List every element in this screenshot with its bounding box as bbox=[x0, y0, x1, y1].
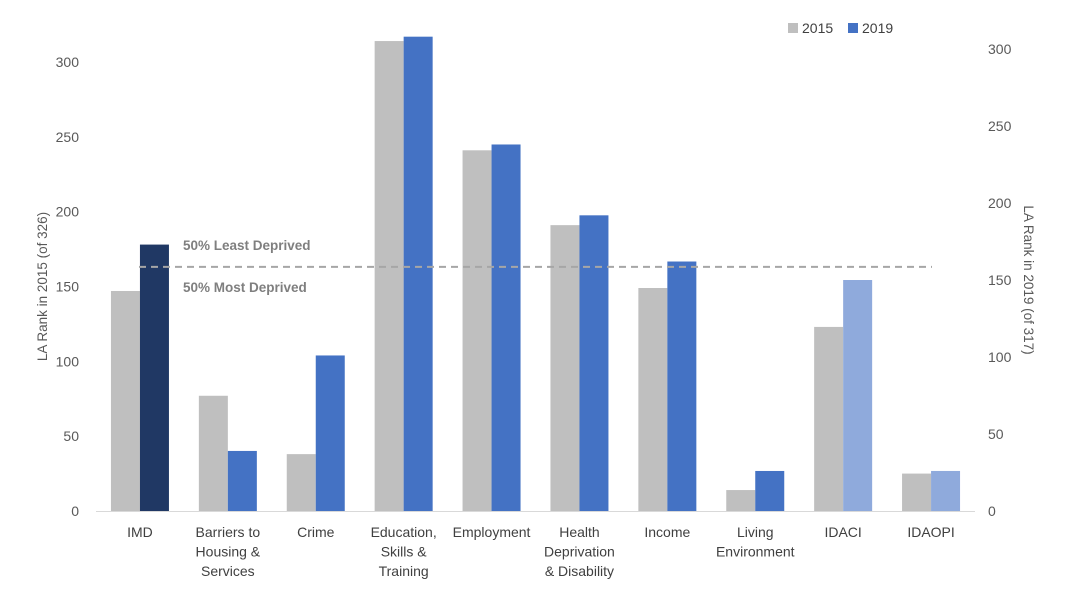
category-label: Education, Skills & Training bbox=[371, 524, 437, 579]
bars-layer bbox=[110, 36, 961, 512]
right-axis-ticks: 0 50 100 150 200 250 300 bbox=[988, 41, 1012, 519]
category-label: IDACI bbox=[824, 524, 861, 540]
bar-2019 bbox=[931, 470, 961, 511]
legend-label-2019: 2019 bbox=[862, 20, 893, 36]
bar-2019 bbox=[667, 261, 697, 511]
bar-2015 bbox=[198, 395, 228, 511]
category-label: IMD bbox=[127, 524, 153, 540]
bar-2015 bbox=[462, 150, 492, 511]
legend: 2015 2019 bbox=[788, 20, 893, 36]
bar-2019 bbox=[315, 355, 345, 511]
right-tick-label: 50 bbox=[988, 426, 1004, 442]
category-label: Living Environment bbox=[716, 524, 795, 560]
category-label: Barriers to Housing & Services bbox=[196, 524, 261, 579]
left-tick-label: 200 bbox=[56, 204, 80, 220]
bar-2015 bbox=[726, 490, 756, 511]
legend-swatch-2019 bbox=[848, 23, 858, 33]
bar-2019 bbox=[139, 244, 169, 511]
legend-label-2015: 2015 bbox=[802, 20, 833, 36]
right-tick-label: 0 bbox=[988, 503, 996, 519]
legend-swatch-2015 bbox=[788, 23, 798, 33]
bar-2015 bbox=[638, 287, 668, 511]
right-tick-label: 250 bbox=[988, 118, 1012, 134]
category-label: Health Deprivation & Disability bbox=[544, 524, 615, 579]
category-label: Employment bbox=[453, 524, 531, 540]
label-most-deprived: 50% Most Deprived bbox=[183, 280, 307, 295]
bar-2015 bbox=[374, 41, 404, 512]
left-tick-label: 50 bbox=[63, 428, 79, 444]
right-tick-label: 300 bbox=[988, 41, 1012, 57]
label-least-deprived: 50% Least Deprived bbox=[183, 238, 311, 253]
right-tick-label: 150 bbox=[988, 272, 1012, 288]
bar-2019 bbox=[843, 280, 873, 511]
bar-2015 bbox=[814, 326, 844, 511]
right-axis-title: LA Rank in 2019 (of 317) bbox=[1021, 205, 1036, 354]
category-label: IDAOPI bbox=[907, 524, 954, 540]
bar-2019 bbox=[755, 470, 785, 511]
left-tick-label: 100 bbox=[56, 353, 80, 369]
right-tick-label: 100 bbox=[988, 349, 1012, 365]
category-label: Income bbox=[644, 524, 690, 540]
category-labels: IMD Barriers to Housing & Services Crime Educ… bbox=[127, 524, 955, 579]
category-label: Crime bbox=[297, 524, 335, 540]
bar-2015 bbox=[110, 290, 140, 511]
bar-2019 bbox=[227, 450, 257, 511]
left-axis-title: LA Rank in 2015 (of 326) bbox=[35, 212, 50, 361]
right-tick-label: 200 bbox=[988, 195, 1012, 211]
left-tick-label: 0 bbox=[71, 503, 79, 519]
left-axis-ticks: 0 50 100 150 200 250 300 bbox=[56, 54, 80, 519]
bar-2019 bbox=[491, 144, 521, 512]
left-tick-label: 250 bbox=[56, 129, 80, 145]
left-tick-label: 150 bbox=[56, 279, 80, 295]
left-tick-label: 300 bbox=[56, 54, 80, 70]
bar-2015 bbox=[902, 473, 932, 511]
bar-2015 bbox=[286, 454, 316, 511]
bar-2019 bbox=[579, 215, 609, 511]
bar-2015 bbox=[550, 225, 580, 512]
bar-2019 bbox=[403, 36, 433, 512]
